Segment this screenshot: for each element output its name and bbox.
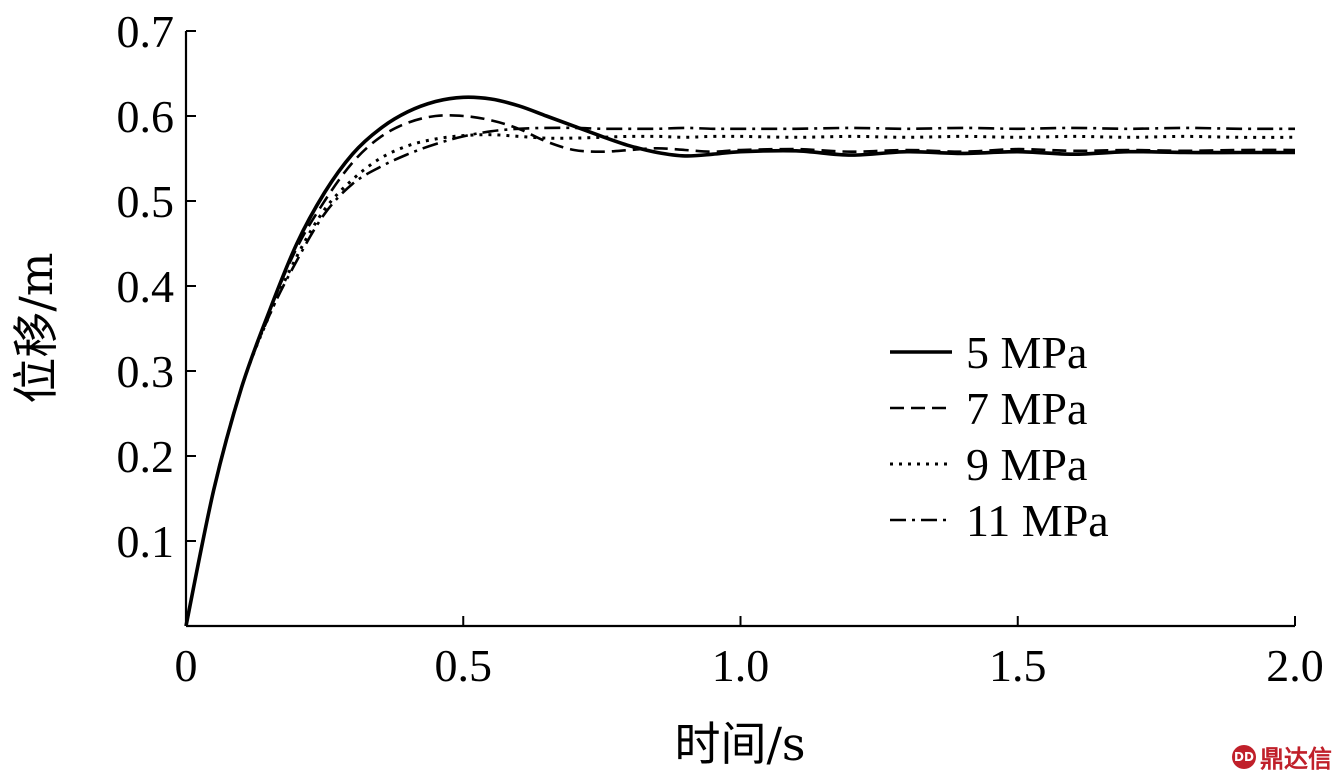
legend-label-3: 9 MPa xyxy=(966,439,1087,490)
legend-label-1: 5 MPa xyxy=(966,327,1087,378)
watermark: DD 鼎达信 xyxy=(1232,739,1332,774)
x-ticks: 0 0.5 1.0 1.5 2.0 xyxy=(175,616,1324,691)
y-axis-title: 位移/m xyxy=(9,252,63,403)
x-tick-label: 1.5 xyxy=(989,640,1047,691)
legend-label-4: 11 MPa xyxy=(966,495,1109,546)
series-line-2 xyxy=(184,114,1296,627)
x-tick-label: 0 xyxy=(175,640,198,691)
series-line-4 xyxy=(184,126,1296,627)
x-tick-label: 2.0 xyxy=(1266,640,1324,691)
x-tick-label: 0.5 xyxy=(435,640,493,691)
series-line-1 xyxy=(184,95,1295,627)
legend-label-2: 7 MPa xyxy=(966,383,1087,434)
y-tick-label: 0.1 xyxy=(117,516,175,567)
y-tick-label: 0.3 xyxy=(117,346,175,397)
x-tick-label: 1.0 xyxy=(712,640,770,691)
axes: 0 0.5 1.0 1.5 2.0 0.1 0.2 0.3 0.4 0.5 0.6 0.7 xyxy=(117,6,1324,691)
y-ticks: 0.1 0.2 0.3 0.4 0.5 0.6 0.7 xyxy=(117,6,196,567)
y-tick-label: 0.7 xyxy=(117,6,175,57)
y-tick-label: 0.2 xyxy=(117,431,175,482)
y-tick-label: 0.5 xyxy=(117,176,175,227)
x-axis-title: 时间/s xyxy=(674,717,805,771)
series-group xyxy=(184,95,1296,627)
watermark-text: 鼎达信 xyxy=(1260,745,1332,773)
y-tick-label: 0.4 xyxy=(117,261,175,312)
watermark-logo-icon: DD xyxy=(1232,744,1256,769)
y-tick-label: 0.6 xyxy=(117,91,175,142)
series-line-3 xyxy=(184,133,1296,627)
